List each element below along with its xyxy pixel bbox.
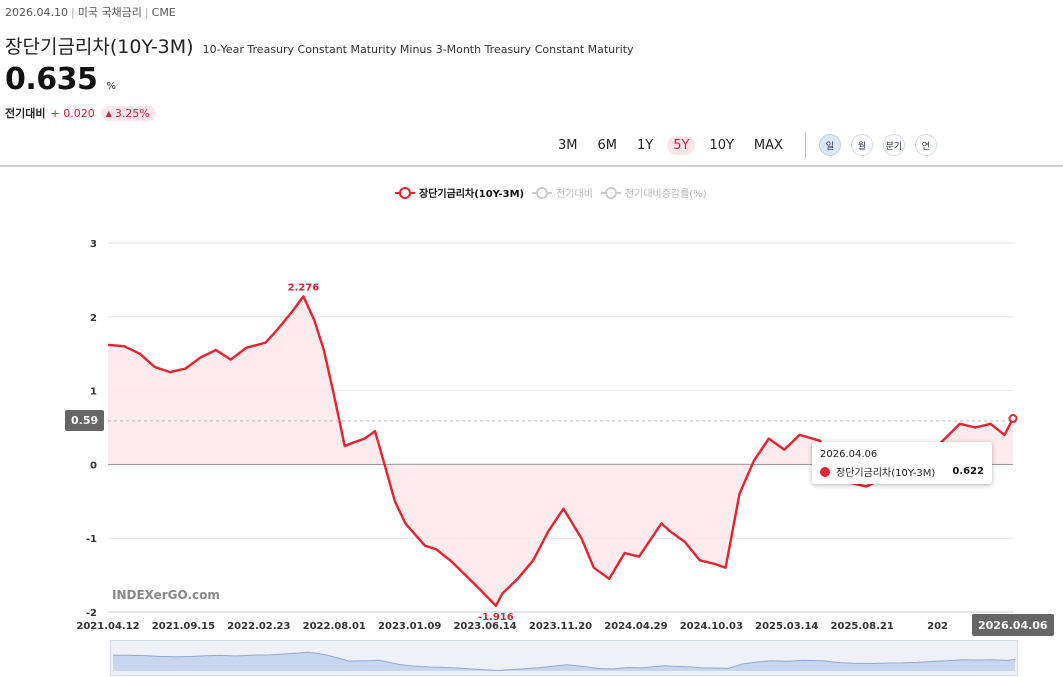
current-value: 0.635 [5, 62, 98, 97]
y-tick-label: 2 [90, 313, 97, 324]
period-button-quarterly[interactable]: 분기 [882, 134, 905, 156]
period-button-yearly[interactable]: 연 [914, 134, 937, 156]
x-tick-label: 2021.04.12 [76, 621, 139, 632]
legend-item-change-rate[interactable]: 전기대비증감률(%) [600, 185, 707, 200]
chart-toolbar: 3M 6M 1Y 5Y 10Y MAX 일 월 분기 연 [548, 132, 942, 158]
change-row: 전기대비 + 0.020 ▲ 3.25% [5, 105, 156, 121]
tooltip-series-name: 장단기금리차(10Y-3M) [836, 468, 936, 479]
legend-label: 장단기금리차(10Y-3M) [419, 189, 525, 200]
price-row: 0.635 % [5, 62, 116, 97]
y-tick-label: 0 [90, 460, 97, 471]
range-button-3m[interactable]: 3M [558, 137, 578, 153]
page-subtitle: 10-Year Treasury Constant Maturity Minus… [202, 43, 634, 56]
x-axis-current-badge: 2026.04.06 [972, 614, 1054, 636]
x-tick-label: 2021.09.15 [152, 621, 215, 632]
watermark: INDEXerGO.com [112, 588, 220, 602]
x-tick-label: 202 [927, 621, 948, 632]
legend-marker-icon [600, 186, 621, 199]
current-point-marker [1008, 413, 1018, 423]
y-tick-label: -2 [86, 608, 97, 619]
change-percent: 3.25% [114, 106, 150, 120]
x-tick-label: 2024.04.29 [604, 621, 667, 632]
range-button-1y[interactable]: 1Y [637, 137, 654, 153]
series-line [107, 295, 1015, 607]
x-tick-label: 2025.03.14 [755, 621, 818, 632]
x-tick-label: 2023.11.20 [529, 621, 592, 632]
change-percent-badge: ▲ 3.25% [100, 105, 156, 121]
navigator-area [113, 652, 1015, 671]
page-title-row: 장단기금리차(10Y-3M) 10-Year Treasury Constant… [5, 32, 634, 59]
header-divider [0, 165, 1063, 167]
y-axis-current-badge: 0.59 [65, 410, 105, 431]
legend-item-spread[interactable]: 장단기금리차(10Y-3M) [395, 185, 524, 200]
tooltip-value: 0.622 [952, 466, 984, 477]
extreme-value-label: -1.916 [478, 612, 514, 623]
triangle-up-icon: ▲ [105, 108, 112, 118]
tooltip-date: 2026.04.06 [820, 449, 878, 460]
chart-tooltip: 2026.04.06 장단기금리차(10Y-3M) 0.622 [812, 442, 992, 484]
x-tick-label: 2022.02.23 [227, 621, 290, 632]
legend-item-change[interactable]: 전기대비 [532, 185, 593, 200]
change-label: 전기대비 [5, 107, 46, 120]
x-tick-label: 2023.01.09 [378, 621, 441, 632]
breadcrumb-source: CME [151, 6, 176, 19]
y-tick-label: -1 [86, 534, 97, 545]
legend-label: 전기대비증감률(%) [624, 189, 707, 200]
legend-marker-icon [395, 186, 415, 199]
current-value-unit: % [106, 81, 117, 92]
x-tick-label: 2023.06.14 [453, 621, 516, 632]
tooltip-series-dot [820, 466, 830, 477]
period-button-monthly[interactable]: 월 [850, 134, 873, 156]
toolbar-divider [804, 132, 806, 158]
chart-legend: 장단기금리차(10Y-3M) 전기대비 전기대비증감률(%) [395, 185, 715, 200]
extreme-value-label: 2.276 [288, 282, 320, 293]
x-tick-label: 2022.08.01 [303, 621, 366, 632]
breadcrumb-date: 2026.04.10 [5, 6, 68, 19]
range-button-6m[interactable]: 6M [597, 137, 618, 153]
y-tick-label: 3 [90, 239, 97, 250]
series-area [108, 296, 1013, 606]
breadcrumb-category[interactable]: 미국 국채금리 [77, 6, 142, 19]
range-navigator[interactable] [110, 640, 1018, 676]
range-button-max[interactable]: MAX [753, 137, 783, 153]
breadcrumb: 2026.04.10 | 미국 국채금리 | CME [5, 6, 176, 19]
range-button-5y[interactable]: 5Y [667, 135, 696, 155]
x-tick-label: 2025.08.21 [831, 621, 894, 632]
period-button-daily[interactable]: 일 [818, 134, 841, 156]
legend-marker-icon [532, 186, 553, 199]
legend-label: 전기대비 [556, 189, 593, 200]
navigator-sparkline [112, 651, 1016, 672]
range-button-10y[interactable]: 10Y [709, 137, 734, 153]
navigator-line [112, 651, 1016, 672]
page-title: 장단기금리차(10Y-3M) [5, 36, 194, 58]
x-tick-label: 2024.10.03 [680, 621, 743, 632]
y-tick-label: 1 [90, 387, 97, 398]
change-absolute: + 0.020 [50, 106, 95, 120]
